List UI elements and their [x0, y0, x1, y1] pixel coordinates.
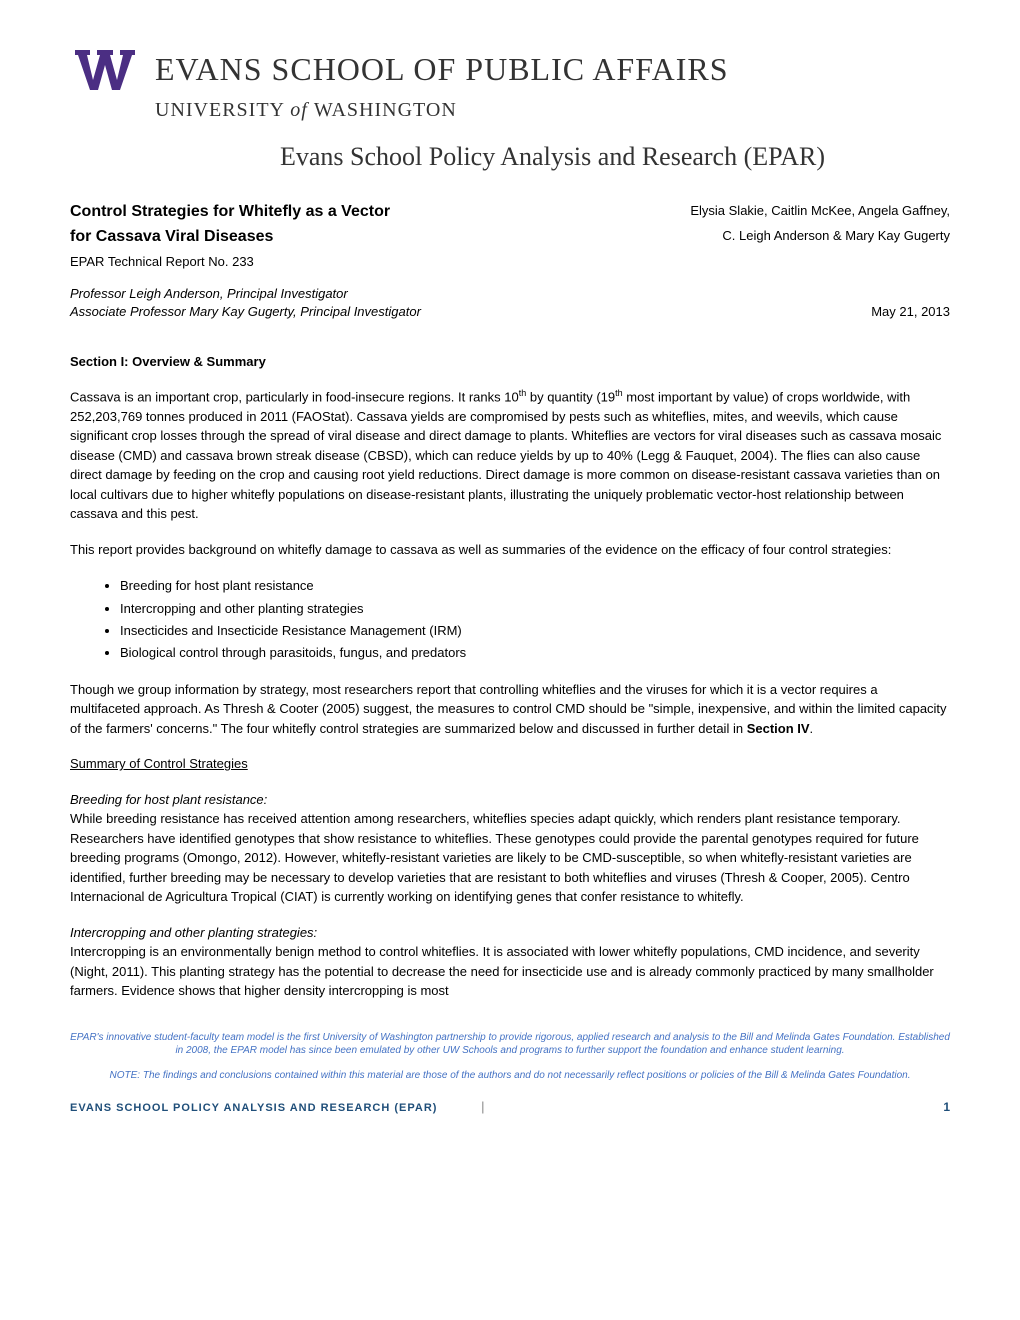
epar-subtitle: Evans School Policy Analysis and Researc… [155, 137, 950, 176]
footer-note-1: EPAR's innovative student-faculty team m… [70, 1031, 950, 1057]
footer-left-block: EVANS SCHOOL POLICY ANALYSIS AND RESEARC… [70, 1097, 484, 1117]
report-title-line2: for Cassava Viral Diseases [70, 226, 273, 248]
investigator-2: Associate Professor Mary Kay Gugerty, Pr… [70, 303, 421, 321]
school-name: EVANS SCHOOL OF PUBLIC AFFAIRS [155, 45, 950, 93]
strategies-list: Breeding for host plant resistance Inter… [120, 575, 950, 663]
report-number: EPAR Technical Report No. 233 [70, 252, 950, 272]
university-name: UNIVERSITY of WASHINGTON [155, 95, 950, 125]
breeding-heading: Breeding for host plant resistance: [70, 790, 950, 810]
section-1-para-2: This report provides background on white… [70, 540, 950, 560]
section-1-para-1: Cassava is an important crop, particular… [70, 387, 950, 524]
document-header: EVANS SCHOOL OF PUBLIC AFFAIRS UNIVERSIT… [70, 45, 950, 176]
title-authors-row-2: for Cassava Viral Diseases C. Leigh Ande… [70, 226, 950, 248]
list-item: Breeding for host plant resistance [120, 575, 950, 597]
uw-logo [70, 45, 140, 95]
title-authors-row: Control Strategies for Whitefly as a Vec… [70, 201, 950, 223]
intercropping-heading: Intercropping and other planting strateg… [70, 923, 950, 943]
report-date: May 21, 2013 [871, 302, 950, 322]
investigators-date-row: Professor Leigh Anderson, Principal Inve… [70, 285, 950, 321]
footer-notes: EPAR's innovative student-faculty team m… [70, 1031, 950, 1082]
authors-line2: C. Leigh Anderson & Mary Kay Gugerty [722, 226, 950, 246]
footer-note-2: NOTE: The findings and conclusions conta… [70, 1069, 950, 1082]
breeding-text: While breeding resistance has received a… [70, 809, 950, 907]
section-1-heading: Section I: Overview & Summary [70, 352, 950, 372]
investigators: Professor Leigh Anderson, Principal Inve… [70, 285, 421, 321]
list-item: Intercropping and other planting strateg… [120, 598, 950, 620]
authors-line1: Elysia Slakie, Caitlin McKee, Angela Gaf… [690, 201, 950, 221]
page-footer: EVANS SCHOOL POLICY ANALYSIS AND RESEARC… [70, 1097, 950, 1117]
investigator-1: Professor Leigh Anderson, Principal Inve… [70, 285, 421, 303]
page-number: 1 [943, 1098, 950, 1116]
footer-org-name: EVANS SCHOOL POLICY ANALYSIS AND RESEARC… [70, 1102, 437, 1114]
footer-separator: | [481, 1099, 484, 1114]
title-stack: EVANS SCHOOL OF PUBLIC AFFAIRS UNIVERSIT… [155, 45, 950, 125]
intercropping-text: Intercropping is an environmentally beni… [70, 942, 950, 1001]
summary-heading: Summary of Control Strategies [70, 754, 950, 774]
list-item: Biological control through parasitoids, … [120, 642, 950, 664]
section-1-para-3: Though we group information by strategy,… [70, 680, 950, 739]
logo-row: EVANS SCHOOL OF PUBLIC AFFAIRS UNIVERSIT… [70, 45, 950, 125]
list-item: Insecticides and Insecticide Resistance … [120, 620, 950, 642]
report-title-line1: Control Strategies for Whitefly as a Vec… [70, 201, 390, 223]
report-title-block: Control Strategies for Whitefly as a Vec… [70, 201, 390, 223]
